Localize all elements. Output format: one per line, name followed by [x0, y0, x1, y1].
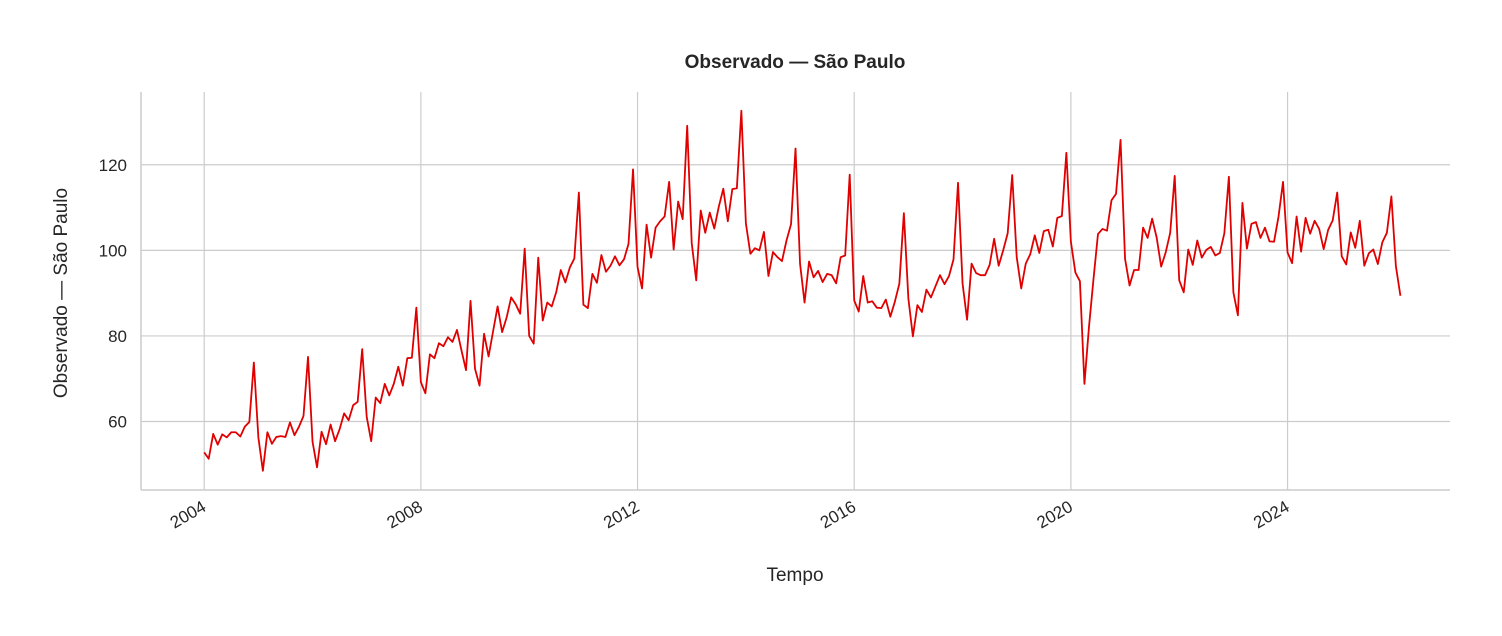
y-tick-label: 80: [108, 327, 127, 346]
series-layer: [203, 109, 1402, 472]
x-tick-label: 2004: [167, 497, 209, 532]
x-tick-label: 2020: [1034, 497, 1076, 532]
x-tick-label: 2016: [817, 497, 859, 532]
series-line: [203, 109, 1402, 472]
x-axis-label: Tempo: [766, 565, 823, 586]
y-tick-label: 120: [99, 156, 127, 175]
y-tick-label: 60: [108, 413, 127, 432]
chart-title: Observado — São Paulo: [685, 52, 906, 73]
y-axis-label: Observado — São Paulo: [51, 188, 72, 398]
x-tick-label: 2024: [1250, 497, 1292, 532]
x-tick-label: 2012: [600, 497, 642, 532]
x-tick-label: 2008: [384, 497, 426, 532]
tick-labels: 60 80 100 120 2004 2008 2012 2016 2020 2024: [99, 156, 1293, 533]
grid-lines: [141, 92, 1450, 490]
axes-spines: [140, 92, 1450, 491]
y-tick-label: 100: [99, 241, 127, 260]
